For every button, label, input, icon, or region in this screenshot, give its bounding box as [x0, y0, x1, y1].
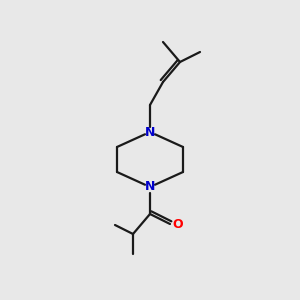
Text: N: N [145, 125, 155, 139]
Text: O: O [173, 218, 183, 230]
Text: N: N [145, 181, 155, 194]
